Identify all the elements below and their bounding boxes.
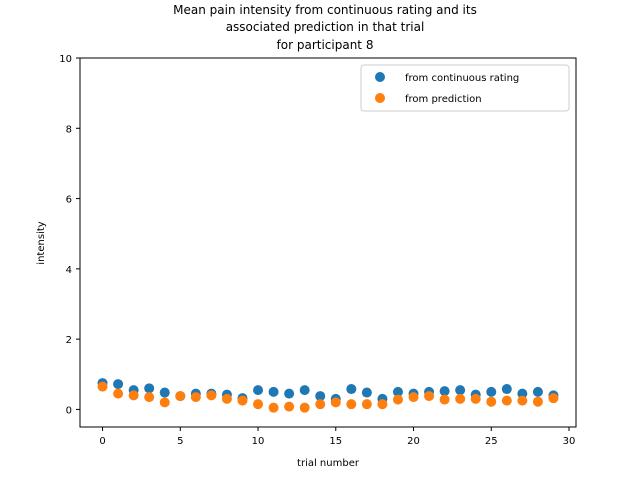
data-point-from-continuous-rating-1 xyxy=(113,379,124,390)
data-point-from-continuous-rating-13 xyxy=(299,385,310,396)
data-point-from-prediction-4 xyxy=(159,397,170,408)
data-point-from-continuous-rating-4 xyxy=(159,387,170,398)
data-point-from-prediction-24 xyxy=(470,393,481,404)
data-point-from-continuous-rating-25 xyxy=(486,386,497,397)
data-point-from-continuous-rating-27 xyxy=(517,388,528,399)
data-point-from-prediction-8 xyxy=(221,393,232,404)
y-axis-ticks: 0 2 4 6 8 10 xyxy=(59,54,80,416)
data-point-from-prediction-22 xyxy=(439,394,450,405)
data-point-from-prediction-3 xyxy=(144,392,155,403)
y-tick-label-0: 0 xyxy=(66,405,72,416)
x-axis-ticks: 0 5 10 15 20 25 30 xyxy=(99,427,575,447)
data-point-from-continuous-rating-22 xyxy=(439,386,450,397)
data-point-from-prediction-7 xyxy=(206,390,217,401)
x-tick-label-20: 20 xyxy=(407,436,420,447)
legend-label-continuous-rating: from continuous rating xyxy=(405,73,519,84)
y-tick-label-8: 8 xyxy=(66,124,72,135)
y-tick-label-2: 2 xyxy=(66,335,72,346)
plot-area xyxy=(80,58,576,427)
legend-marker-continuous-rating xyxy=(375,72,385,82)
data-point-from-prediction-25 xyxy=(486,396,497,407)
data-point-from-continuous-rating-28 xyxy=(532,386,543,397)
data-point-from-prediction-0 xyxy=(97,381,108,392)
data-point-from-prediction-11 xyxy=(268,402,279,413)
data-point-from-prediction-21 xyxy=(424,391,435,402)
data-point-from-prediction-2 xyxy=(128,390,139,401)
data-point-from-prediction-29 xyxy=(548,393,559,404)
x-tick-label-15: 15 xyxy=(329,436,342,447)
legend: from continuous rating from prediction xyxy=(360,64,570,112)
data-point-from-continuous-rating-23 xyxy=(455,385,466,396)
legend-marker-prediction xyxy=(375,93,385,103)
x-tick-label-5: 5 xyxy=(177,436,183,447)
data-point-from-prediction-5 xyxy=(175,391,186,402)
data-point-from-continuous-rating-17 xyxy=(361,387,372,398)
chart-title-line-2: associated prediction in that trial xyxy=(226,20,425,34)
chart-title: Mean pain intensity from continuous rati… xyxy=(173,3,477,52)
data-point-from-prediction-26 xyxy=(501,395,512,406)
data-point-from-prediction-15 xyxy=(330,397,341,408)
data-point-from-prediction-13 xyxy=(299,402,310,413)
y-tick-label-10: 10 xyxy=(59,54,72,65)
chart-title-line-3: for participant 8 xyxy=(277,38,374,52)
data-point-from-prediction-19 xyxy=(392,394,403,405)
data-point-from-continuous-rating-26 xyxy=(501,384,512,395)
data-point-from-continuous-rating-3 xyxy=(144,383,155,394)
legend-box xyxy=(360,64,570,112)
data-point-from-continuous-rating-14 xyxy=(315,391,326,402)
data-point-from-prediction-12 xyxy=(284,401,295,412)
x-axis-label: trial number xyxy=(297,458,360,469)
data-point-from-prediction-28 xyxy=(532,396,543,407)
y-tick-label-4: 4 xyxy=(66,265,72,276)
data-point-from-prediction-20 xyxy=(408,392,419,403)
x-tick-label-10: 10 xyxy=(252,436,265,447)
data-points xyxy=(97,378,559,413)
x-tick-label-25: 25 xyxy=(485,436,498,447)
data-point-from-prediction-10 xyxy=(253,399,264,410)
data-point-from-continuous-rating-12 xyxy=(284,388,295,399)
data-point-from-prediction-17 xyxy=(361,399,372,410)
data-point-from-continuous-rating-10 xyxy=(253,385,264,396)
plot-frame xyxy=(79,57,577,428)
data-point-from-continuous-rating-19 xyxy=(392,386,403,397)
data-point-from-prediction-1 xyxy=(113,388,124,399)
data-point-from-prediction-14 xyxy=(315,399,326,410)
data-point-from-prediction-23 xyxy=(455,393,466,404)
x-tick-label-0: 0 xyxy=(99,436,105,447)
y-axis-label: intensity xyxy=(36,221,47,264)
data-point-from-prediction-16 xyxy=(346,399,357,410)
data-point-from-prediction-18 xyxy=(377,399,388,410)
data-point-from-prediction-6 xyxy=(190,392,201,403)
x-tick-label-30: 30 xyxy=(563,436,576,447)
data-point-from-prediction-27 xyxy=(517,395,528,406)
data-point-from-continuous-rating-11 xyxy=(268,386,279,397)
data-point-from-prediction-9 xyxy=(237,395,248,406)
legend-label-prediction: from prediction xyxy=(405,94,482,105)
data-point-from-continuous-rating-16 xyxy=(346,384,357,395)
chart-title-line-1: Mean pain intensity from continuous rati… xyxy=(173,3,477,17)
y-tick-label-6: 6 xyxy=(66,195,72,206)
